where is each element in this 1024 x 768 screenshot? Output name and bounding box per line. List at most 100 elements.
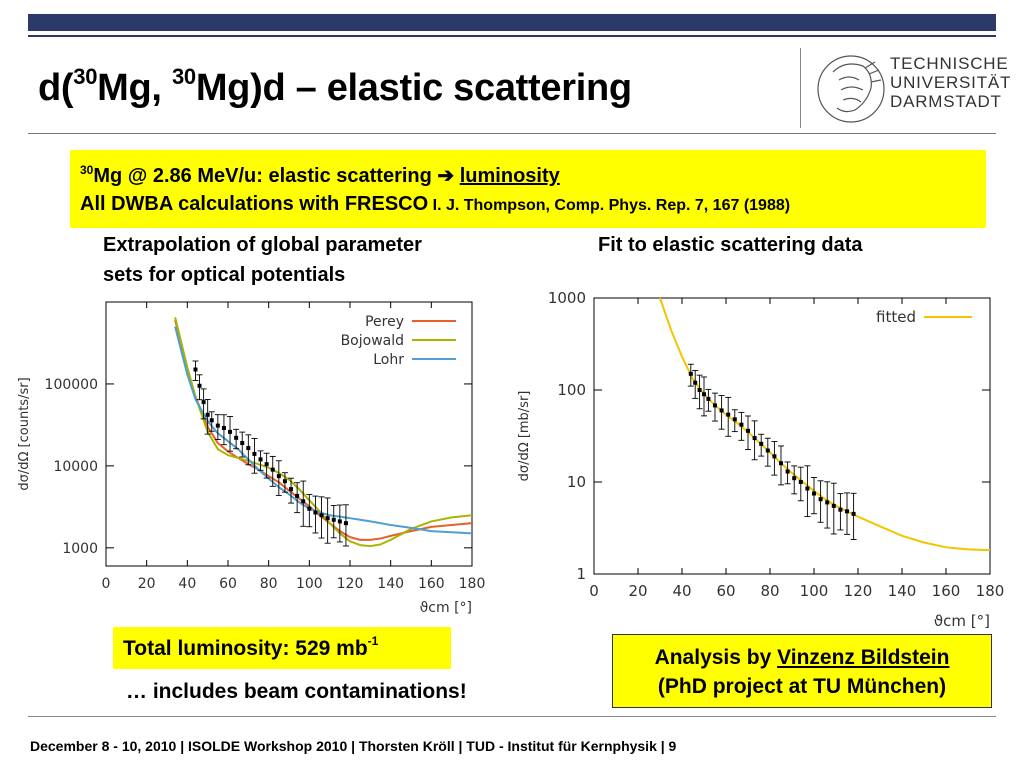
y-tick-label: 10000 (53, 459, 98, 475)
data-point (337, 519, 342, 524)
data-point (713, 403, 717, 408)
data-point (193, 367, 198, 372)
y-axis-label: dσ/dΩ [counts/sr] (17, 377, 32, 490)
data-point (759, 441, 764, 446)
data-point (706, 396, 711, 401)
data-point (295, 493, 300, 498)
data-point (282, 479, 287, 484)
data-point (845, 509, 849, 514)
x-tick-label: 80 (260, 576, 278, 592)
data-point (228, 429, 233, 434)
series-line-lohr (174, 326, 473, 535)
data-point (313, 510, 318, 515)
x-tick-label: 80 (760, 582, 779, 600)
x-tick-label: 20 (628, 582, 647, 600)
x-tick-label: 0 (589, 582, 599, 600)
university-logo-icon (817, 55, 885, 123)
banner-line-1: 30Mg @ 2.86 MeV/u: elastic scattering ➔ … (80, 163, 560, 187)
x-tick-label: 160 (418, 576, 445, 592)
x-tick-label: 120 (337, 576, 364, 592)
series-line-bojowald (174, 317, 473, 548)
legend-label: Bojowald (341, 333, 404, 349)
data-point (779, 461, 783, 466)
data-point (726, 412, 731, 417)
data-point (752, 436, 757, 441)
data-point (205, 412, 210, 417)
y-tick-label: 1000 (548, 289, 586, 307)
data-point (234, 435, 239, 440)
data-point (693, 380, 698, 385)
data-point (258, 457, 263, 462)
right-scattering-plot: 0 20 40 60 80 100 120 140 160 180 1 10 100 1000 fitte… (517, 289, 1005, 630)
university-name: TECHNISCHE UNIVERSITÄT DARMSTADT (890, 54, 1012, 111)
data-point (289, 487, 294, 492)
footer-rule (28, 716, 996, 717)
luminosity-link[interactable]: luminosity (459, 165, 560, 187)
beam-contamination-note: … includes beam contaminations! (126, 680, 467, 703)
total-luminosity-box: Total luminosity: 529 mb-1 (113, 627, 451, 669)
data-point (197, 383, 202, 388)
y-axis-label: dσ/dΩ [mb/sr] (517, 391, 532, 482)
top-header-line (28, 35, 996, 37)
arrow-icon: ➔ (437, 165, 455, 187)
data-point (792, 476, 797, 481)
data-point (221, 425, 226, 430)
slide-title: d(30Mg, 30Mg)d – elastic scattering (38, 64, 632, 109)
data-point (246, 446, 251, 451)
y-tick-label: 1 (576, 565, 586, 583)
x-tick-label: 100 (800, 582, 829, 600)
data-point (688, 371, 693, 376)
data-point (209, 418, 214, 423)
legend-label: fitted (876, 308, 916, 326)
legend-label: Perey (365, 314, 404, 330)
banner-line-2: All DWBA calculations with FRESCO I. J. … (80, 193, 791, 215)
data-point (307, 506, 312, 511)
analyst-link[interactable]: Vinzenz Bildstein (777, 646, 950, 669)
plot-frame (593, 297, 991, 575)
data-point (264, 462, 269, 467)
data-point (276, 474, 281, 479)
series-line-fitted (659, 297, 991, 552)
top-header-bar (28, 14, 996, 31)
plot-frame (105, 301, 473, 567)
title-rule (28, 133, 996, 134)
x-tick-label: 180 (459, 576, 486, 592)
data-point (240, 441, 245, 446)
x-tick-label: 20 (138, 576, 156, 592)
analysis-credit-box: Analysis by Vinzenz Bildstein (PhD proje… (612, 634, 992, 708)
x-tick-label: 40 (672, 582, 691, 600)
series-line-perey (174, 319, 473, 541)
data-point (325, 516, 330, 521)
data-point (831, 503, 836, 508)
x-tick-label: 160 (932, 582, 961, 600)
y-tick-label: 1000 (62, 541, 98, 557)
x-axis-label: ϑcm [°] (934, 612, 990, 630)
data-point (851, 511, 856, 516)
y-tick-label: 10 (567, 473, 586, 491)
logo-divider (800, 48, 801, 128)
x-tick-label: 180 (976, 582, 1005, 600)
data-point (772, 454, 777, 459)
x-tick-label: 60 (716, 582, 735, 600)
data-point (319, 513, 324, 518)
footer-text: December 8 - 10, 2010 | ISOLDE Workshop … (30, 738, 677, 754)
data-point (825, 500, 830, 505)
data-point (201, 400, 206, 405)
data-point (805, 486, 810, 491)
y-tick-label: 100 (557, 381, 586, 399)
data-point (252, 451, 257, 456)
data-point (812, 491, 816, 496)
data-point (739, 422, 744, 427)
data-point (215, 423, 220, 428)
data-point (785, 469, 790, 474)
left-scattering-plot: 0 20 40 60 80 100 120 140 160 180100010000100000 … (17, 301, 486, 616)
data-point (343, 521, 348, 526)
x-tick-label: 140 (377, 576, 404, 592)
data-point (732, 417, 737, 422)
data-point (702, 392, 706, 397)
x-tick-label: 140 (888, 582, 917, 600)
data-point (798, 480, 803, 484)
x-tick-label: 120 (844, 582, 873, 600)
x-tick-label: 0 (102, 576, 111, 592)
data-point (746, 428, 750, 433)
